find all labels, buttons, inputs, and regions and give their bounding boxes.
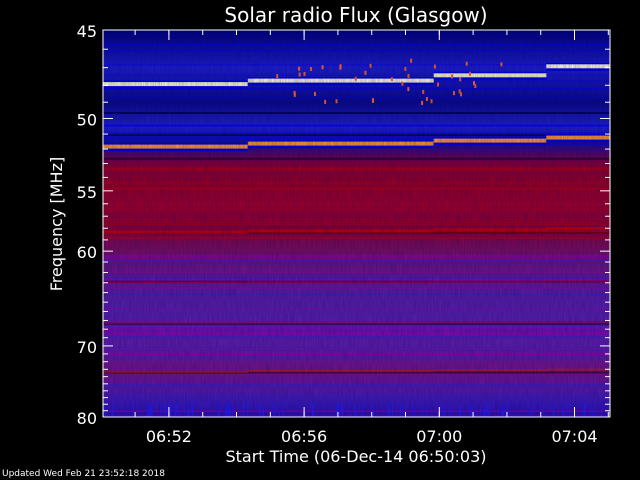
x-tick-label: 06:56 xyxy=(281,427,327,446)
plot-frame xyxy=(102,29,611,418)
axes: 45 50 55 60 70 80 06:52 06:56 07:00 07:04 xyxy=(77,22,611,446)
y-tick-label: 80 xyxy=(77,409,97,428)
chart-title: Solar radio Flux (Glasgow) xyxy=(224,3,487,27)
y-tick-label: 70 xyxy=(77,338,97,357)
texture-overlay xyxy=(103,30,610,417)
x-axis-label: Start Time (06-Dec-14 06:50:03) xyxy=(225,447,486,466)
updated-timestamp: Updated Wed Feb 21 23:52:18 2018 xyxy=(2,469,165,479)
y-tick-label: 50 xyxy=(77,111,97,130)
y-tick-label: 60 xyxy=(77,243,97,262)
x-tick-label: 07:04 xyxy=(551,427,597,446)
x-tick-label: 06:52 xyxy=(146,427,192,446)
plot-area xyxy=(103,30,610,417)
y-axis-label: Frequency [MHz] xyxy=(47,157,66,291)
x-tick-label: 07:00 xyxy=(416,427,462,446)
y-tick-label: 55 xyxy=(77,183,97,202)
y-tick-label: 45 xyxy=(77,22,97,41)
